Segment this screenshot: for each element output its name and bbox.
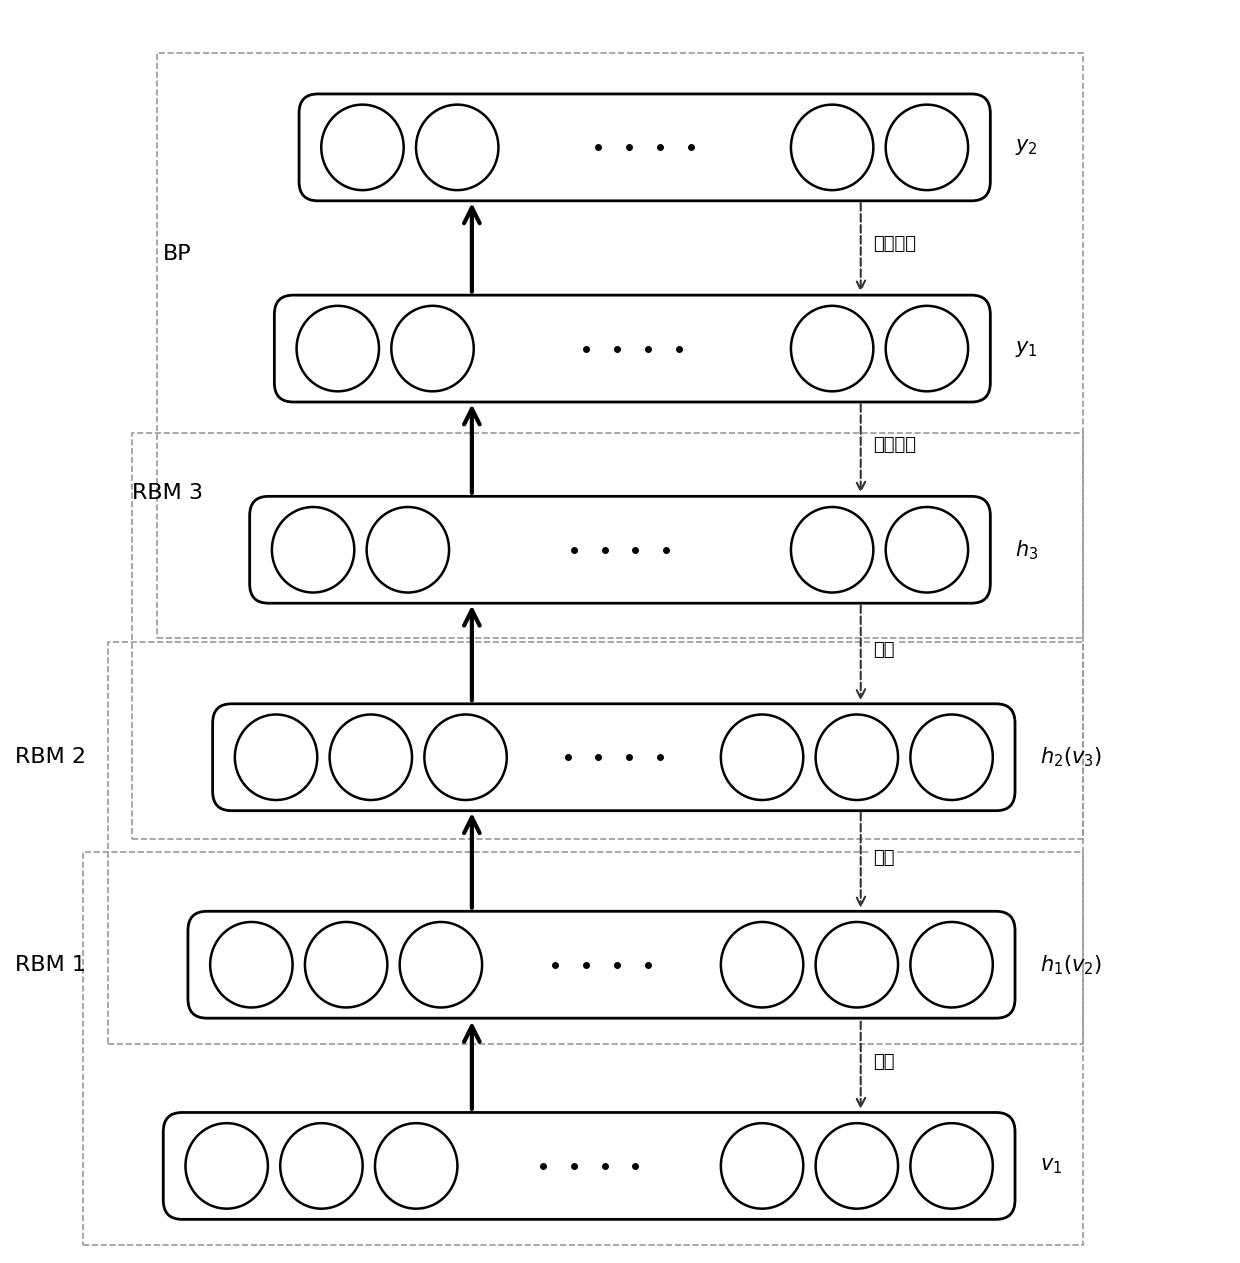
Ellipse shape — [417, 105, 498, 191]
Ellipse shape — [816, 1123, 898, 1209]
Text: $y_1$: $y_1$ — [1016, 338, 1038, 359]
Ellipse shape — [210, 922, 293, 1008]
Ellipse shape — [296, 306, 379, 392]
FancyBboxPatch shape — [212, 703, 1016, 811]
Ellipse shape — [720, 1123, 804, 1209]
Ellipse shape — [374, 1123, 458, 1209]
Ellipse shape — [367, 506, 449, 592]
FancyBboxPatch shape — [188, 912, 1016, 1018]
Ellipse shape — [720, 715, 804, 799]
Ellipse shape — [791, 506, 873, 592]
Ellipse shape — [305, 922, 387, 1008]
Ellipse shape — [791, 306, 873, 392]
Text: 微调: 微调 — [873, 849, 894, 866]
Ellipse shape — [330, 715, 412, 799]
Ellipse shape — [424, 715, 507, 799]
Ellipse shape — [910, 922, 993, 1008]
Text: $v_1$: $v_1$ — [1039, 1156, 1061, 1176]
Text: $h_3$: $h_3$ — [1016, 538, 1038, 562]
Bar — [157, 53, 1083, 638]
FancyBboxPatch shape — [249, 496, 991, 604]
Ellipse shape — [321, 105, 404, 191]
Ellipse shape — [885, 105, 968, 191]
Text: 反向传播: 反向传播 — [873, 437, 916, 455]
Ellipse shape — [816, 715, 898, 799]
Text: RBM 3: RBM 3 — [133, 484, 203, 503]
Ellipse shape — [885, 306, 968, 392]
FancyBboxPatch shape — [299, 93, 991, 201]
Ellipse shape — [791, 105, 873, 191]
Ellipse shape — [910, 1123, 993, 1209]
Ellipse shape — [816, 922, 898, 1008]
Ellipse shape — [186, 1123, 268, 1209]
Text: $h_1(v_2)$: $h_1(v_2)$ — [1039, 952, 1101, 976]
Text: $h_2(v_3)$: $h_2(v_3)$ — [1039, 745, 1101, 769]
Ellipse shape — [272, 506, 355, 592]
FancyBboxPatch shape — [164, 1113, 1016, 1219]
Bar — [108, 642, 1083, 1045]
Text: BP: BP — [164, 244, 192, 264]
Text: $y_2$: $y_2$ — [1016, 138, 1038, 158]
FancyBboxPatch shape — [274, 296, 991, 402]
Text: 微调: 微调 — [873, 642, 894, 659]
Text: 微调: 微调 — [873, 1052, 894, 1071]
Ellipse shape — [280, 1123, 362, 1209]
Text: 反向传播: 反向传播 — [873, 235, 916, 253]
Text: RBM 2: RBM 2 — [15, 748, 86, 767]
Bar — [83, 851, 1083, 1245]
Bar — [133, 433, 1083, 839]
Ellipse shape — [392, 306, 474, 392]
Ellipse shape — [910, 715, 993, 799]
Ellipse shape — [399, 922, 482, 1008]
Ellipse shape — [885, 506, 968, 592]
Ellipse shape — [234, 715, 317, 799]
Text: RBM 1: RBM 1 — [15, 955, 86, 975]
Ellipse shape — [720, 922, 804, 1008]
